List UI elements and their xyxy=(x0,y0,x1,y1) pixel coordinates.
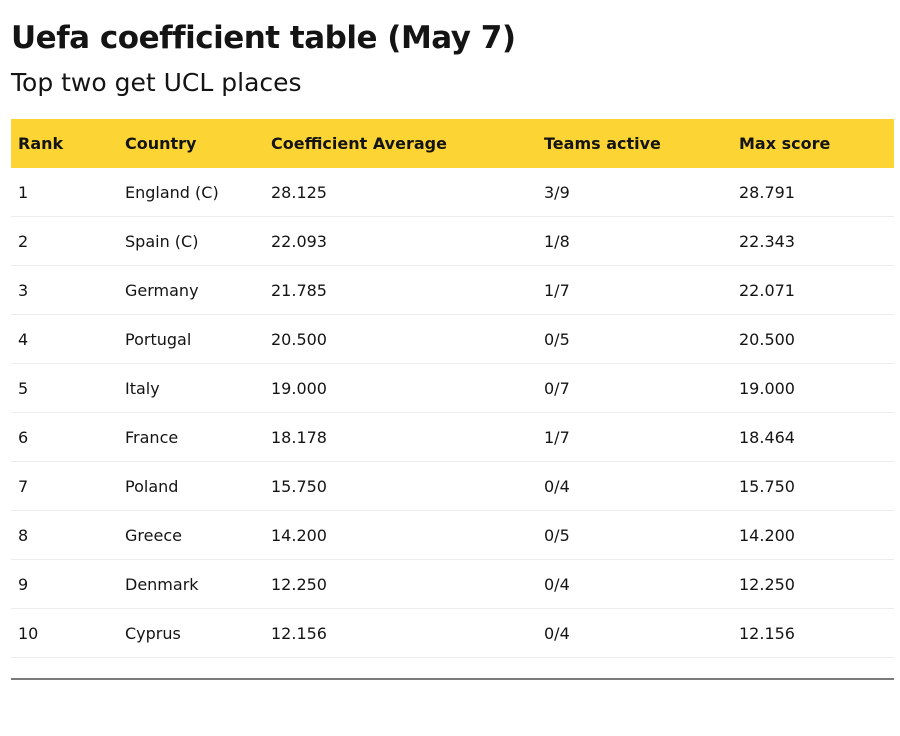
table-row: 5 Italy 19.000 0/7 19.000 xyxy=(11,364,894,413)
table-cell: Cyprus xyxy=(125,624,181,643)
table: Rank Country Coefficient Average Teams acti… xyxy=(11,119,894,658)
table-cell: 0/4 xyxy=(544,624,570,643)
table-cell: 1 xyxy=(18,183,29,202)
table-cell: 4 xyxy=(18,330,29,349)
table-cell: 28.791 xyxy=(739,183,795,202)
table-cell: 18.178 xyxy=(271,428,327,447)
column-header: Max score xyxy=(739,134,831,153)
table-cell: 14.200 xyxy=(271,526,327,545)
column-header: Country xyxy=(125,134,197,153)
table-row: 1 England (C) 28.125 3/9 28.791 xyxy=(11,168,894,217)
table-cell: 19.000 xyxy=(739,379,795,398)
table-row: 8 Greece 14.200 0/5 14.200 xyxy=(11,511,894,560)
table-cell: 22.343 xyxy=(739,232,795,251)
table-cell: Spain (C) xyxy=(125,232,199,251)
table-cell: 22.071 xyxy=(739,281,795,300)
table-row: 3 Germany 21.785 1/7 22.071 xyxy=(11,266,894,315)
bottom-rule xyxy=(11,678,894,680)
table-cell: 12.156 xyxy=(271,624,327,643)
table-cell: 0/4 xyxy=(544,575,570,594)
table-cell: 0/4 xyxy=(544,477,570,496)
table-cell: 20.500 xyxy=(271,330,327,349)
column-header: Teams active xyxy=(544,134,661,153)
table-cell: 0/7 xyxy=(544,379,570,398)
table-cell: 12.250 xyxy=(739,575,795,594)
table-cell: Portugal xyxy=(125,330,192,349)
table-cell: 2 xyxy=(18,232,29,251)
column-header: Rank xyxy=(18,134,64,153)
table-cell: 1/7 xyxy=(544,428,570,447)
title: Uefa coefficient table (May 7) xyxy=(11,20,516,56)
table-row: 10 Cyprus 12.156 0/4 12.156 xyxy=(11,609,894,658)
table-cell: Germany xyxy=(125,281,199,300)
table-cell: 7 xyxy=(18,477,29,496)
table-cell: 21.785 xyxy=(271,281,327,300)
table-cell: 8 xyxy=(18,526,29,545)
table-row: 6 France 18.178 1/7 18.464 xyxy=(11,413,894,462)
table-cell: 3/9 xyxy=(544,183,570,202)
table-row: 4 Portugal 20.500 0/5 20.500 xyxy=(11,315,894,364)
table-cell: 20.500 xyxy=(739,330,795,349)
table-cell: 10 xyxy=(18,624,39,643)
table-cell: 3 xyxy=(18,281,29,300)
table-cell: Greece xyxy=(125,526,182,545)
table-cell: Poland xyxy=(125,477,179,496)
table-cell: 6 xyxy=(18,428,29,447)
table-cell: 9 xyxy=(18,575,29,594)
table-cell: 18.464 xyxy=(739,428,795,447)
table-cell: 0/5 xyxy=(544,330,570,349)
table-cell: Denmark xyxy=(125,575,199,594)
table-cell: 12.156 xyxy=(739,624,795,643)
subtitle: Top two get UCL places xyxy=(11,68,302,97)
table-cell: 1/8 xyxy=(544,232,570,251)
table-cell: 15.750 xyxy=(271,477,327,496)
table-cell: 15.750 xyxy=(739,477,795,496)
table-row: 7 Poland 15.750 0/4 15.750 xyxy=(11,462,894,511)
table-cell: England (C) xyxy=(125,183,219,202)
table-cell: 1/7 xyxy=(544,281,570,300)
table-cell: 14.200 xyxy=(739,526,795,545)
table-row: 9 Denmark 12.250 0/4 12.250 xyxy=(11,560,894,609)
table-row: 2 Spain (C) 22.093 1/8 22.343 xyxy=(11,217,894,266)
table-cell: 12.250 xyxy=(271,575,327,594)
table-cell: 28.125 xyxy=(271,183,327,202)
table-cell: 22.093 xyxy=(271,232,327,251)
column-header: Coefficient Average xyxy=(271,134,447,153)
table-header: Rank Country Coefficient Average Teams acti… xyxy=(11,119,894,168)
table-cell: France xyxy=(125,428,179,447)
table-cell: Italy xyxy=(125,379,160,398)
table-cell: 5 xyxy=(18,379,29,398)
table-cell: 0/5 xyxy=(544,526,570,545)
table-cell: 19.000 xyxy=(271,379,327,398)
